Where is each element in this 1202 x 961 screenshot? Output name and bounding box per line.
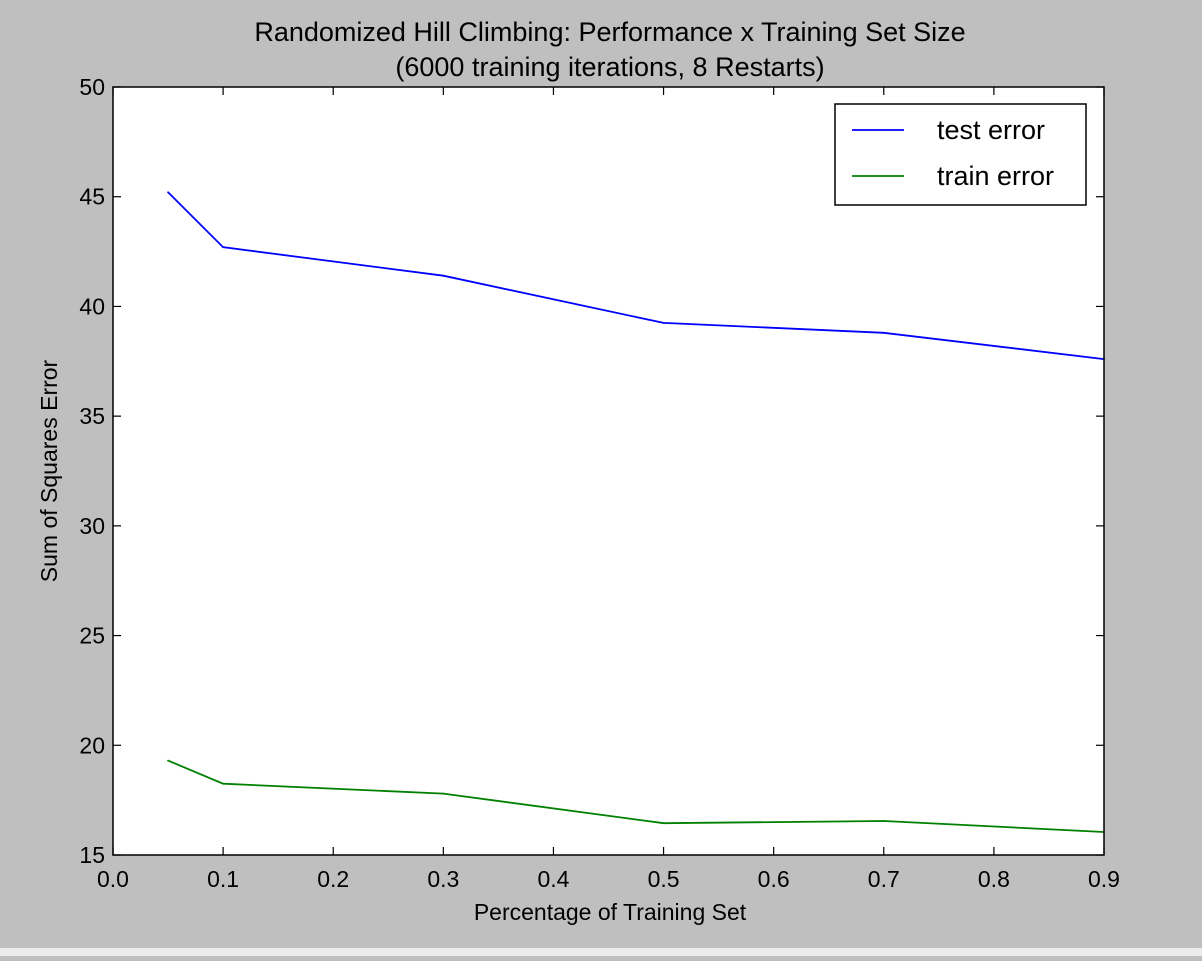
x-tick-label: 0.9 xyxy=(1088,866,1120,892)
x-tick-label: 0.4 xyxy=(537,866,569,892)
x-tick-label: 0.5 xyxy=(648,866,680,892)
x-tick-label: 0.6 xyxy=(758,866,790,892)
data-point xyxy=(442,274,445,277)
plot-frame xyxy=(112,86,1105,856)
x-tick-label: 0.3 xyxy=(427,866,459,892)
y-tick-label: 25 xyxy=(79,623,105,649)
data-point xyxy=(662,321,665,324)
x-axis-label: Percentage of Training Set xyxy=(474,899,747,925)
x-tick-label: 0.0 xyxy=(97,866,129,892)
chart-title: Randomized Hill Climbing: Performance x … xyxy=(254,17,965,47)
y-tick-label: 20 xyxy=(79,732,105,758)
series-line-test-error xyxy=(167,191,1105,360)
chart-subtitle: (6000 training iterations, 8 Restarts) xyxy=(395,52,824,82)
data-point xyxy=(167,191,169,194)
window-bottom-strip xyxy=(0,948,1202,956)
legend-label: train error xyxy=(937,161,1054,191)
data-point xyxy=(222,246,225,249)
y-tick-label: 35 xyxy=(79,403,105,429)
x-tick-label: 0.7 xyxy=(868,866,900,892)
legend-label: test error xyxy=(937,115,1045,145)
y-axis-label: Sum of Squares Error xyxy=(36,359,62,582)
data-point xyxy=(442,792,445,795)
x-tick-label: 0.8 xyxy=(978,866,1010,892)
y-tick-label: 15 xyxy=(79,842,105,868)
y-tick-label: 40 xyxy=(79,293,105,319)
data-point xyxy=(882,820,885,822)
x-tick-label: 0.2 xyxy=(317,866,349,892)
data-point xyxy=(882,331,885,334)
legend: test error train error xyxy=(834,103,1087,206)
data-point xyxy=(222,782,225,785)
data-point xyxy=(167,759,169,762)
series-line-train-error xyxy=(167,759,1105,833)
legend-box xyxy=(834,103,1087,206)
y-tick-label: 30 xyxy=(79,513,105,539)
data-point xyxy=(662,822,665,825)
plot-area xyxy=(113,87,1104,855)
x-tick-label: 0.1 xyxy=(207,866,239,892)
ticks: 0.0 0.1 0.2 0.3 0.4 0.5 0.6 0.7 0.8 0.9 15 20 25 30 35… xyxy=(79,74,1120,892)
y-tick-label: 45 xyxy=(79,184,105,210)
y-tick-label: 50 xyxy=(79,74,105,100)
